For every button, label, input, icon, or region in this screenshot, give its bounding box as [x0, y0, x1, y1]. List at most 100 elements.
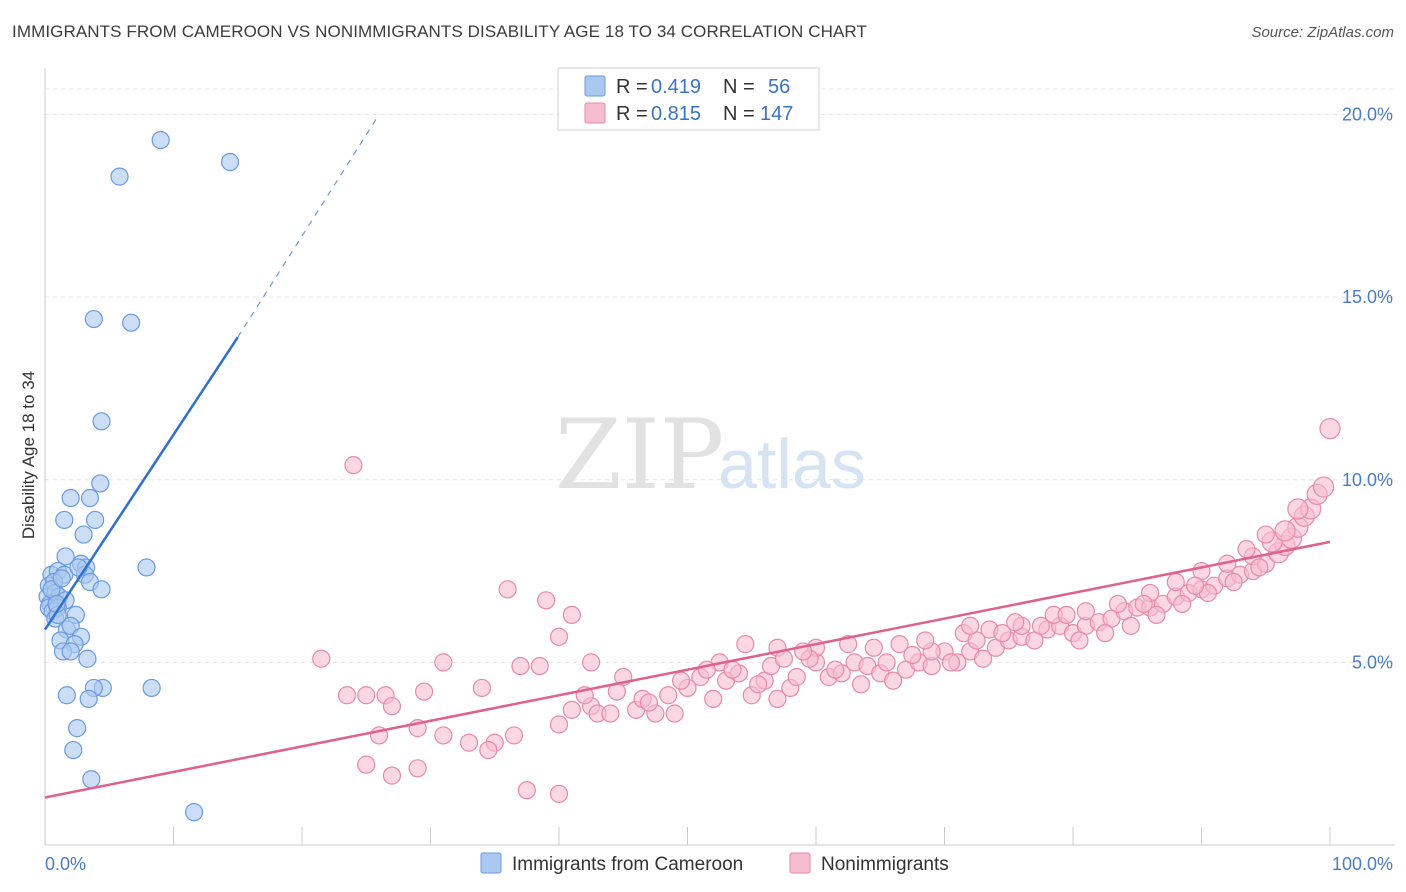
- x-tick-label-0: 0.0%: [45, 854, 86, 874]
- nonimmigrants-point-32: [549, 784, 569, 803]
- nonimmigrants-point-56: [883, 671, 903, 690]
- nonimmigrants-point-107: [1166, 572, 1185, 592]
- cameroon-point-23: [92, 580, 111, 599]
- nonimmigrants-point-150: [1185, 576, 1205, 595]
- nonimmigrants-point-5: [434, 653, 453, 672]
- nonimmigrants-point-133: [851, 675, 871, 694]
- nonimmigrants-point-27: [479, 740, 498, 760]
- nonimmigrants-point-2: [537, 591, 556, 610]
- nonimmigrants-trend-line: [44, 540, 1331, 799]
- bottom-legend-label-cameroon: Immigrants from Cameroon: [512, 854, 743, 875]
- y-tick-label-1: 10.0%: [1342, 470, 1393, 490]
- nonimmigrants-point-31: [517, 781, 536, 800]
- nonimmigrants-point-127: [1287, 498, 1309, 520]
- nonimmigrants-point-4: [549, 627, 569, 646]
- nonimmigrants-point-146: [961, 616, 980, 635]
- nonimmigrants-point-3: [562, 605, 581, 625]
- cameroon-point-41: [78, 649, 97, 668]
- nonimmigrants-point-41: [704, 689, 723, 709]
- legend-n-label-cameroon: N =: [723, 76, 755, 98]
- nonimmigrants-point-122: [1224, 572, 1243, 592]
- nonimmigrants-point-130: [787, 667, 806, 687]
- legend-r-value-nonimmigrants: 0.815: [651, 103, 701, 125]
- nonimmigrants-point-135: [903, 645, 922, 665]
- nonimmigrants-point-38: [665, 704, 684, 723]
- cameroon-point-45: [57, 686, 76, 705]
- cameroon-point-47: [68, 719, 87, 738]
- nonimmigrants-point-24: [504, 726, 524, 745]
- nonimmigrants-point-17: [562, 700, 581, 719]
- cameroon-point-5: [92, 412, 111, 431]
- nonimmigrants-point-98: [890, 635, 909, 654]
- y-tick-label-3: 20.0%: [1342, 105, 1393, 125]
- legend-r-label-cameroon: R =: [616, 76, 648, 98]
- nonimmigrants-point-119: [1147, 605, 1166, 625]
- nonimmigrants-point-129: [749, 675, 768, 694]
- nonimmigrants-point-125: [1256, 525, 1275, 544]
- cameroon-point-12: [56, 547, 75, 566]
- cameroon-points: [38, 130, 240, 822]
- nonimmigrants-point-0: [344, 456, 363, 475]
- bottom-legend-swatch-cameroon: [480, 852, 502, 874]
- cameroon-point-55: [69, 558, 88, 577]
- cameroon-point-0: [151, 130, 170, 150]
- nonimmigrants-point-63: [973, 649, 993, 668]
- cameroon-point-7: [61, 488, 80, 508]
- nonimmigrants-point-15: [472, 678, 491, 698]
- nonimmigrants-point-147: [1006, 613, 1025, 632]
- bottom-legend-swatch-nonimmigrants: [789, 852, 811, 874]
- cameroon-point-2: [220, 152, 240, 172]
- cameroon-point-1: [110, 167, 129, 186]
- legend-swatch-nonimmigrants: [584, 102, 606, 124]
- bottom-legend-label-nonimmigrants: Nonimmigrants: [821, 854, 949, 875]
- y-tick-label-2: 15.0%: [1342, 287, 1393, 307]
- legend-swatch-cameroon: [584, 75, 606, 97]
- nonimmigrants-point-117: [1096, 624, 1115, 643]
- nonimmigrants-point-116: [1070, 631, 1089, 650]
- legend-r-label-nonimmigrants: R =: [616, 103, 648, 125]
- cameroon-trend-extension: [237, 114, 380, 338]
- nonimmigrants-point-115: [1031, 616, 1050, 635]
- nonimmigrants-point-118: [1121, 616, 1140, 635]
- x-tick-label-1: 100.0%: [1332, 854, 1393, 874]
- nonimmigrants-point-114: [993, 624, 1012, 643]
- legend-r-value-cameroon: 0.419: [651, 76, 701, 98]
- cameroon-point-11: [74, 525, 93, 544]
- nonimmigrants-point-126: [1274, 520, 1296, 542]
- chart-title: IMMIGRANTS FROM CAMEROON VS NONIMMIGRANT…: [12, 22, 867, 41]
- trend-lines: [43, 114, 1331, 799]
- nonimmigrants-point-139: [671, 671, 691, 690]
- nonimmigrants-point-30: [382, 766, 402, 785]
- legend-n-label-nonimmigrants: N =: [723, 103, 755, 125]
- cameroon-point-8: [80, 488, 100, 508]
- cameroon-point-6: [91, 474, 110, 493]
- nonimmigrants-point-148: [1057, 605, 1076, 625]
- source-label: Source: ZipAtlas.com: [1251, 24, 1394, 41]
- watermark-zip: ZIP: [555, 399, 724, 511]
- axes: [44, 68, 1395, 846]
- cameroon-point-3: [84, 309, 103, 329]
- nonimmigrants-point-6: [312, 649, 331, 668]
- y-tick-labels: 5.0% 10.0% 15.0% 20.0%: [1342, 105, 1393, 673]
- cameroon-point-49: [82, 770, 101, 789]
- nonimmigrants-point-93: [1312, 476, 1335, 498]
- nonimmigrants-point-13: [337, 686, 357, 705]
- y-axis-label: Disability Age 18 to 34: [19, 371, 38, 539]
- nonimmigrants-point-16: [382, 697, 402, 716]
- nonimmigrants-point-144: [864, 638, 883, 657]
- nonimmigrants-point-132: [826, 660, 845, 679]
- nonimmigrants-point-8: [530, 656, 549, 676]
- series-legend: Immigrants from Cameroon Nonimmigrants: [480, 852, 949, 875]
- nonimmigrants-point-112: [941, 653, 961, 672]
- cameroon-point-18: [137, 558, 156, 577]
- nonimmigrants-point-149: [1134, 594, 1153, 614]
- nonimmigrants-point-94: [1319, 418, 1341, 440]
- nonimmigrants-point-134: [877, 653, 896, 672]
- nonimmigrants-point-138: [639, 693, 659, 712]
- nonimmigrants-point-14: [414, 682, 434, 701]
- nonimmigrants-point-29: [408, 759, 427, 778]
- watermark: ZIP atlas: [555, 399, 866, 511]
- nonimmigrants-point-7: [582, 653, 601, 672]
- nonimmigrants-point-37: [659, 686, 678, 705]
- cameroon-point-4: [121, 313, 141, 332]
